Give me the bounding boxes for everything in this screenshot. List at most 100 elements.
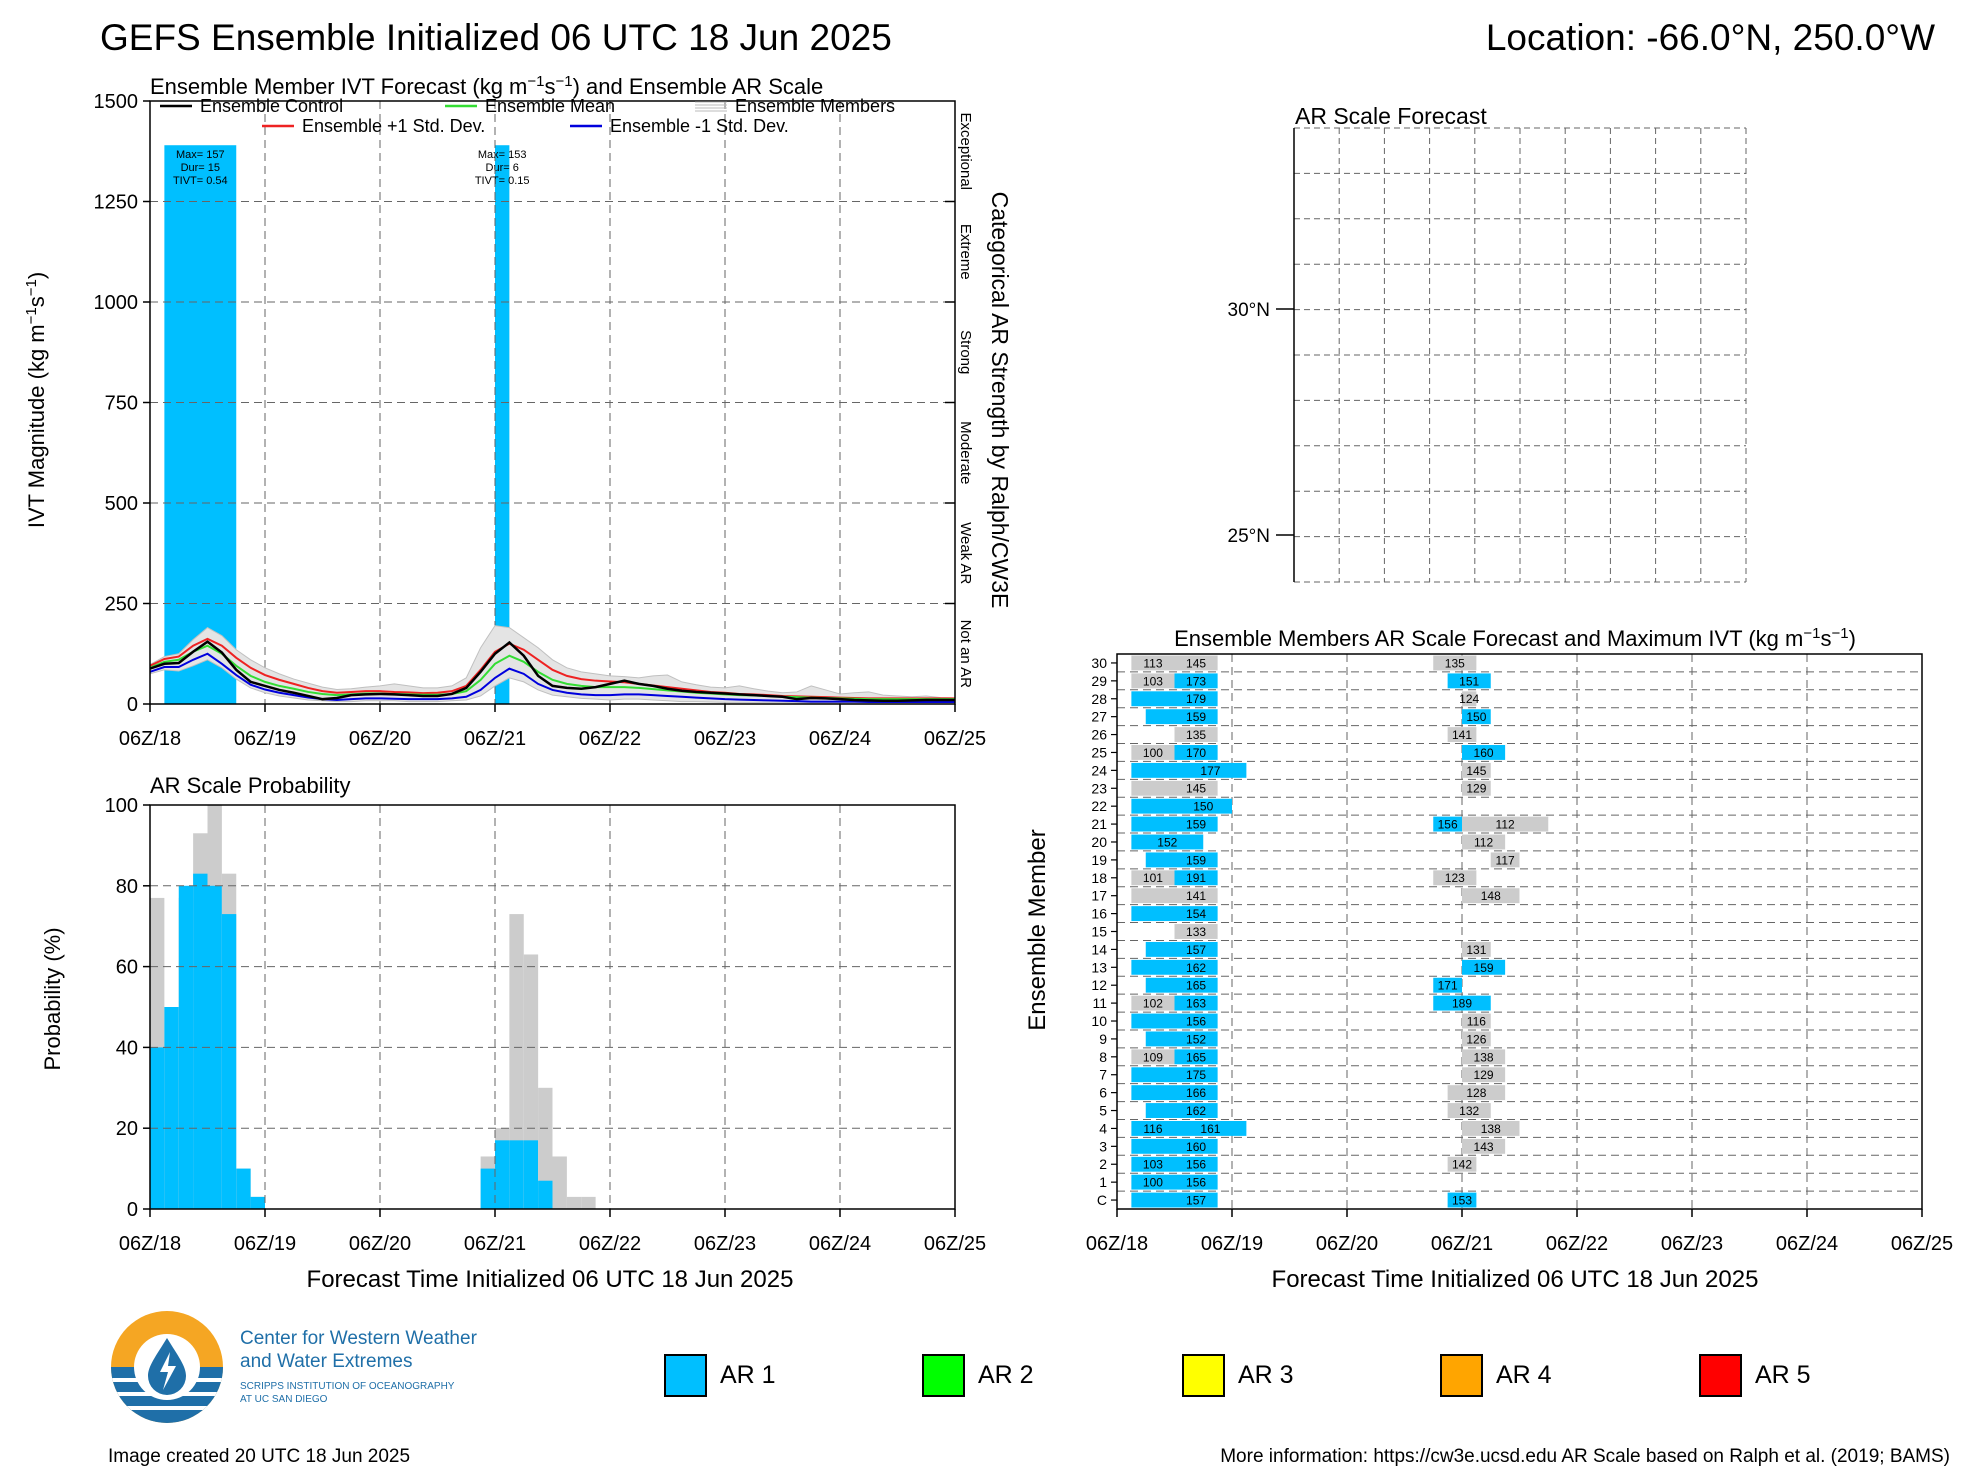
logo-lightning-icon xyxy=(160,1352,176,1390)
member-ar-cell xyxy=(1174,1013,1218,1029)
member-ar-cell xyxy=(1145,1103,1175,1118)
members-y-tick-label: 15 xyxy=(1091,924,1107,940)
ar-strength-axis-label: Categorical AR Strength by Ralph/CW3E xyxy=(987,192,1013,609)
member-max-ivt-label: 112 xyxy=(1474,835,1493,849)
member-max-ivt-label: 150 xyxy=(1193,800,1213,814)
member-ar-cell xyxy=(1174,1174,1218,1190)
member-ar-cell xyxy=(1174,977,1218,993)
ivt-series-line xyxy=(149,640,955,703)
member-ar-cell xyxy=(1145,709,1175,725)
member-max-ivt-label: 101 xyxy=(1143,871,1163,885)
probability-ar1-bar xyxy=(250,1196,265,1209)
member-ar-cell xyxy=(1490,852,1520,868)
ivt-ar-bar-label: Max= 153 xyxy=(478,149,527,161)
member-max-ivt-label: 170 xyxy=(1186,746,1206,760)
member-ar-cell xyxy=(1447,1103,1491,1118)
member-ar-cell xyxy=(1131,762,1175,778)
member-ar-cell xyxy=(1174,924,1218,939)
member-ar-cell xyxy=(1131,906,1175,922)
probability-y-tick-label: 100 xyxy=(105,795,138,817)
member-ar-cell xyxy=(1174,1192,1218,1208)
members-y-tick-label: 7 xyxy=(1099,1067,1107,1083)
member-max-ivt-label: 156 xyxy=(1186,1158,1206,1172)
member-ar-cell xyxy=(1447,673,1491,689)
member-ar-cell xyxy=(1131,870,1175,886)
members-plot-frame xyxy=(1116,653,1923,1210)
members-x-tick-label: 06Z/24 xyxy=(1776,1233,1838,1255)
members-y-tick-label: 16 xyxy=(1091,906,1107,922)
member-ar-cell xyxy=(1174,1138,1218,1154)
member-max-ivt-label: 128 xyxy=(1466,1086,1486,1100)
probability-x-tick-label: 06Z/21 xyxy=(464,1233,526,1255)
probability-ar1-bar xyxy=(538,1180,553,1209)
member-max-ivt-label: 100 xyxy=(1143,1176,1163,1190)
ar-legend-label: AR 3 xyxy=(1238,1361,1294,1389)
probability-y-tick-label: 80 xyxy=(116,876,138,898)
members-x-axis-label: Forecast Time Initialized 06 UTC 18 Jun … xyxy=(1272,1266,1759,1293)
ivt-x-tick-label: 06Z/23 xyxy=(694,728,756,750)
members-y-tick-label: 9 xyxy=(1099,1031,1107,1047)
member-ar-cell xyxy=(1174,888,1218,904)
member-max-ivt-label: 165 xyxy=(1186,979,1206,993)
member-max-ivt-label: 141 xyxy=(1452,728,1472,742)
member-ar-cell xyxy=(1131,655,1175,671)
members-x-tick-label: 06Z/25 xyxy=(1891,1233,1953,1255)
member-ar-cell xyxy=(1462,780,1491,796)
probability-chart-title: AR Scale Probability xyxy=(150,773,351,798)
probability-x-tick-label: 06Z/19 xyxy=(234,1233,296,1255)
more-info-note: More information: https://cw3e.ucsd.edu … xyxy=(1220,1446,1950,1467)
member-max-ivt-label: 162 xyxy=(1186,961,1206,975)
member-max-ivt-label: 113 xyxy=(1143,656,1162,670)
ar-category-label: Extreme xyxy=(957,224,974,280)
member-ar-cell xyxy=(1447,1192,1477,1208)
ivt-ar-bar-label: TIVT= 0.15 xyxy=(475,175,530,187)
ivt-ar-bar xyxy=(495,145,510,705)
ar-category-label: Not an AR xyxy=(957,620,974,689)
probability-ar1-bar xyxy=(495,1140,510,1209)
member-ar-cell xyxy=(1131,673,1175,689)
member-ar-cell xyxy=(1433,816,1462,832)
ar-legend-swatch xyxy=(1182,1354,1225,1397)
members-y-tick-label: 1 xyxy=(1099,1174,1107,1190)
member-max-ivt-label: 163 xyxy=(1186,997,1206,1011)
member-ar-cell xyxy=(1131,1013,1175,1029)
member-max-ivt-label: 191 xyxy=(1186,871,1206,885)
members-y-tick-label: 29 xyxy=(1091,673,1107,689)
member-ar-cell xyxy=(1447,1156,1477,1172)
member-ar-cell xyxy=(1462,745,1506,760)
ar-scale-map-panel: AR Scale Forecast 30°N 25°N xyxy=(1228,103,1747,583)
member-max-ivt-label: 129 xyxy=(1466,782,1486,796)
member-ar-cell xyxy=(1462,709,1491,725)
probability-plot-frame xyxy=(149,804,956,1210)
member-max-ivt-label: 138 xyxy=(1474,1050,1494,1064)
ar-legend-swatch xyxy=(1699,1354,1742,1397)
member-ar-cell xyxy=(1131,834,1204,850)
ivt-ar-bar-label: TIVT= 0.54 xyxy=(173,175,228,187)
member-ar-cell xyxy=(1174,816,1218,832)
members-y-tick-label: 10 xyxy=(1091,1013,1107,1029)
ivt-x-tick-label: 06Z/25 xyxy=(924,728,986,750)
ivt-y-tick-label: 750 xyxy=(105,393,138,415)
ar-legend-swatch xyxy=(922,1354,965,1397)
member-max-ivt-label: 150 xyxy=(1466,710,1486,724)
member-max-ivt-label: 156 xyxy=(1438,818,1458,832)
probability-y-tick-label: 0 xyxy=(127,1199,138,1221)
probability-ar1-bar xyxy=(523,1140,539,1209)
ivt-y-tick-label: 250 xyxy=(105,594,138,616)
member-ar-cell xyxy=(1174,745,1218,760)
probability-x-tick-label: 06Z/18 xyxy=(119,1233,181,1255)
probability-ar1-bar xyxy=(193,873,208,1209)
member-max-ivt-label: 154 xyxy=(1186,907,1206,921)
member-max-ivt-label: 132 xyxy=(1459,1104,1479,1118)
member-ar-cell xyxy=(1447,1085,1506,1101)
members-y-tick-label: 22 xyxy=(1091,798,1107,814)
member-max-ivt-label: 133 xyxy=(1186,925,1206,939)
members-y-tick-label: 4 xyxy=(1099,1120,1107,1136)
member-ar-cell xyxy=(1145,941,1175,957)
ar-category-label: Weak AR xyxy=(957,522,974,584)
members-y-tick-label: 19 xyxy=(1091,852,1107,868)
members-chart-title: Ensemble Members AR Scale Forecast and M… xyxy=(1174,625,1856,651)
logo-sub-line1: SCRIPPS INSTITUTION OF OCEANOGRAPHY xyxy=(240,1381,455,1392)
probability-any-ar-bar xyxy=(581,1196,596,1209)
member-ar-cell xyxy=(1462,1031,1491,1047)
